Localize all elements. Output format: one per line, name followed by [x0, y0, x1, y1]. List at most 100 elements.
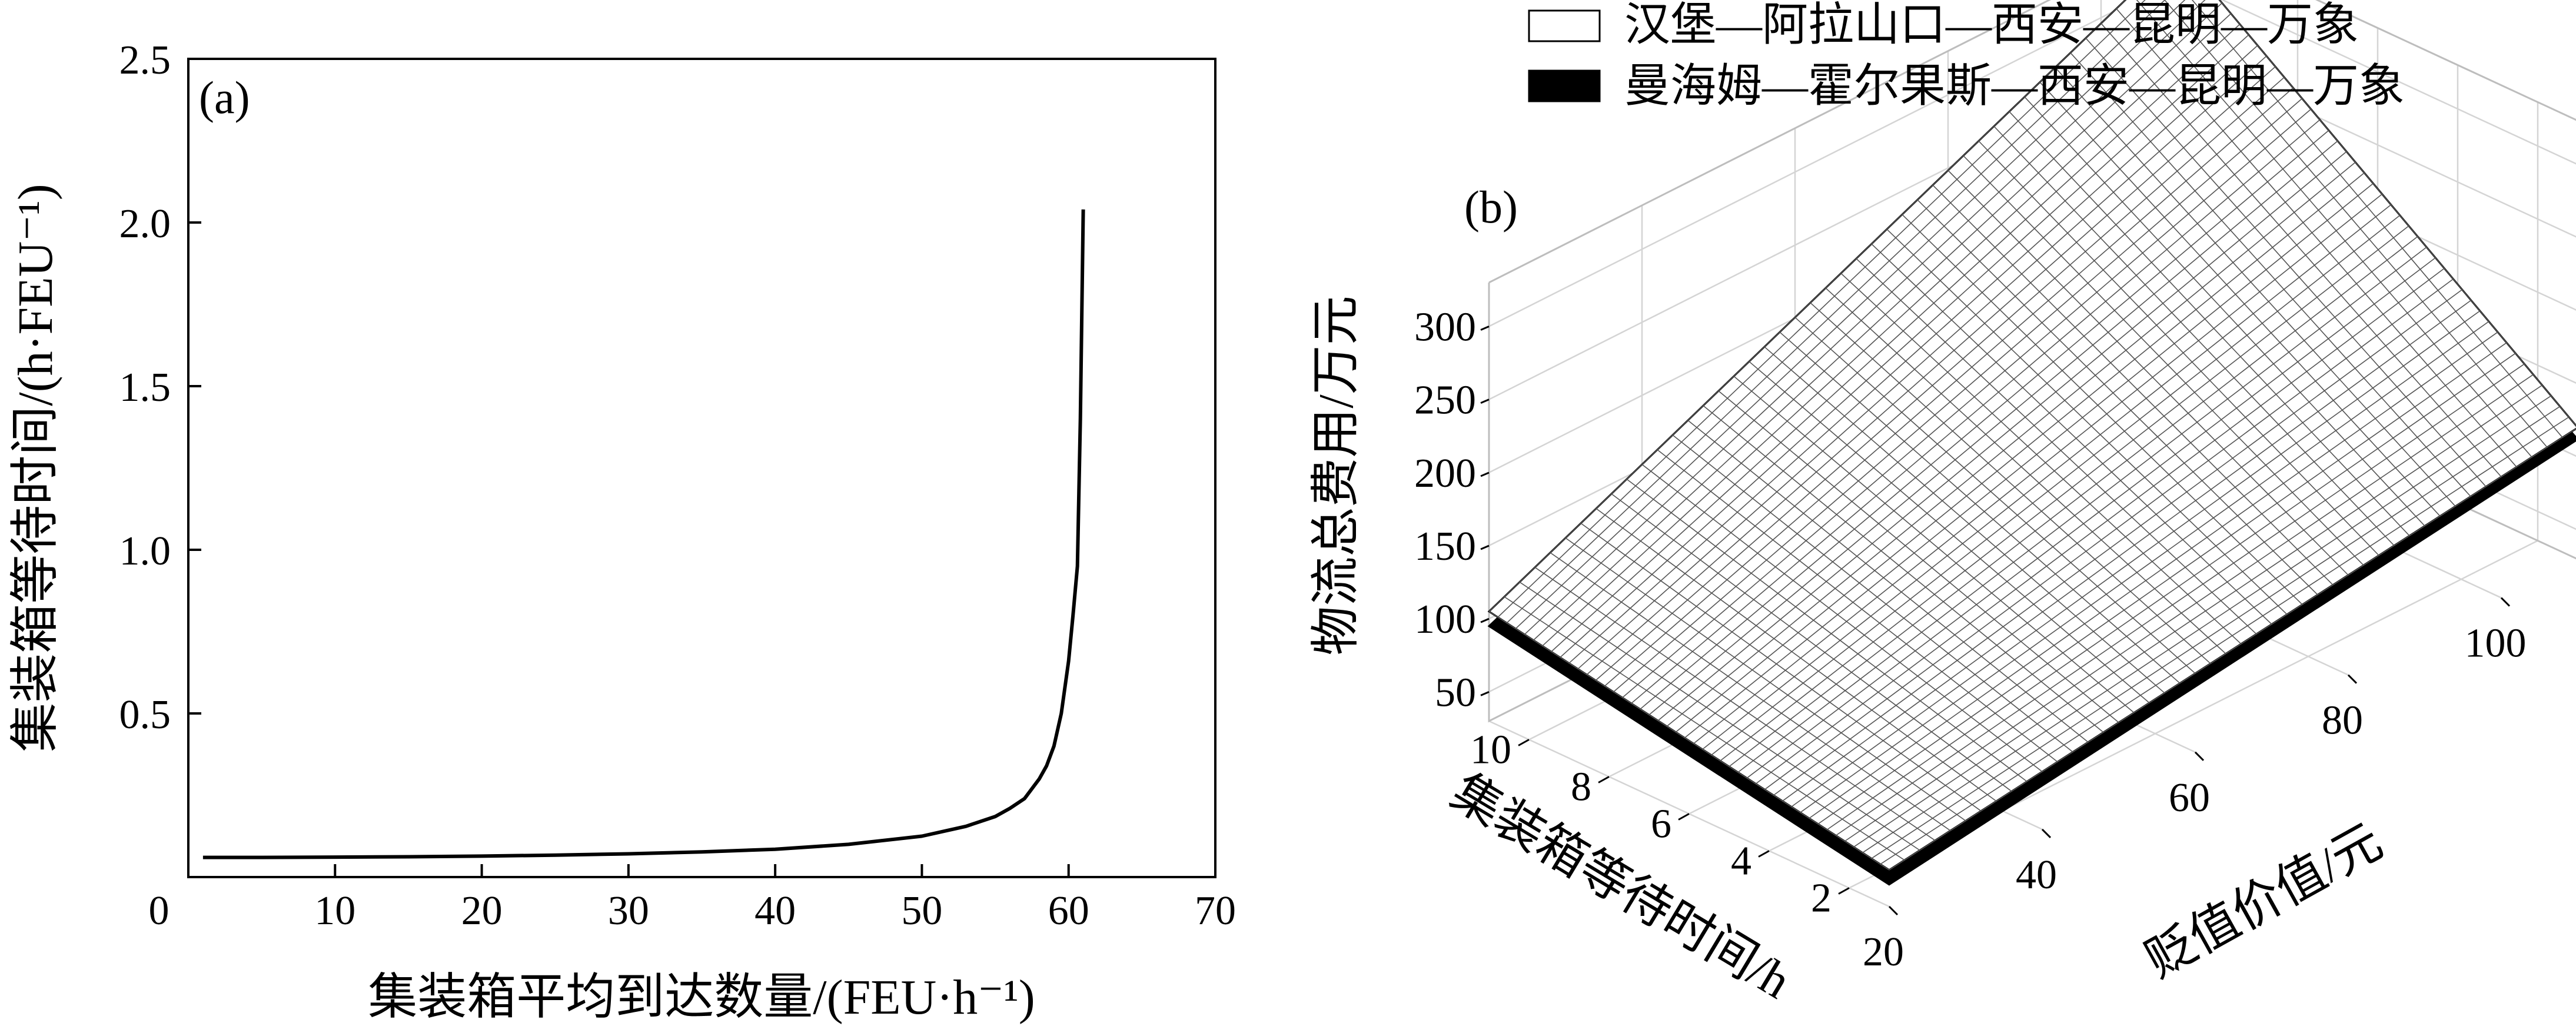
panel-a-x-tick-label: 50	[901, 888, 942, 934]
panel-b-mesh-line	[2136, 0, 2532, 458]
panel-b-mesh-line	[1835, 363, 2525, 836]
panel-a-x-tick-label: 0	[149, 888, 169, 934]
panel-b-mesh-line	[1886, 228, 2288, 615]
panel-b-label: (b)	[1464, 181, 1518, 233]
panel-b-y-tick-mark	[1598, 776, 1610, 783]
panel-b-mesh-line	[1684, 182, 2374, 739]
panel-b-mesh-line	[2116, 8, 2517, 467]
panel-b-y-tick-label: 10	[1470, 728, 1511, 773]
panel-b-y-tick-mark	[1838, 887, 1850, 895]
panel-b-mesh-line	[1611, 493, 2012, 792]
panel-b-mesh-line	[1871, 406, 2561, 859]
panel-b-z-tick-label: 300	[1414, 305, 1476, 350]
panel-b-mesh-line	[1577, 55, 2267, 669]
panel-b-mesh-line	[1550, 552, 1951, 831]
panel-b-mesh-line	[1733, 376, 2135, 713]
panel-b-mesh-line	[1755, 268, 2445, 785]
panel-b-surface-chart: 50 100 150 200 250 300 2 4 6 8 10 20 40 60 80 100 (b) 物…	[1309, 0, 2576, 1010]
panel-b-mesh-line	[1613, 98, 2303, 693]
panel-b-mesh-line	[1794, 317, 2196, 674]
panel-b-y-tick-label: 6	[1651, 802, 1671, 847]
legend-label-hamburg-route: 汉堡—阿拉山口—西安—昆明—万象	[1624, 0, 2359, 50]
panel-b-mesh-line	[1672, 434, 2073, 753]
panel-b-mesh-line	[1504, 596, 1905, 861]
panel-b-mesh-line	[1825, 287, 2226, 655]
panel-b-mesh-line	[1764, 346, 2165, 693]
panel-b-mesh-line	[2039, 82, 2441, 517]
panel-b-z-tick-mark	[1480, 544, 1490, 550]
panel-b-mesh-line	[1720, 225, 2409, 762]
panel-b-mesh-line	[1622, 108, 2312, 698]
panel-a-y-tick-label: 2.5	[119, 38, 171, 83]
panel-b-mesh-line	[1506, 0, 2166, 623]
panel-b-mesh-line	[1631, 119, 2321, 704]
panel-b-mesh-line	[2085, 38, 2487, 487]
panel-b-mesh-line	[1596, 508, 1997, 802]
panel-b-mesh-line	[1604, 87, 2294, 687]
panel-b-mesh-line	[1779, 331, 2181, 684]
panel-a-x-tick-label: 70	[1195, 888, 1236, 934]
panel-b-mesh-line	[2009, 111, 2410, 536]
panel-b-mesh-line	[1595, 77, 2285, 681]
panel-b-z-tick-mark	[1480, 690, 1490, 696]
panel-b-mesh-line	[1519, 582, 1920, 851]
panel-b-wall-gridline	[1488, 0, 2138, 327]
panel-b-mesh-line	[1551, 24, 2241, 652]
panel-b-mesh-line	[1657, 151, 2347, 721]
panel-b-mesh-line	[1580, 523, 1982, 812]
panel-b-mesh-line	[1586, 66, 2276, 675]
panel-b-y-tick-label: 4	[1731, 839, 1751, 884]
panel-b-mesh-line	[1657, 449, 2058, 762]
panel-b-x-tick-mark	[2194, 751, 2205, 761]
panel-b-legend: 汉堡—阿拉山口—西安—昆明—万象 曼海姆—霍尔果斯—西安—昆明—万象	[1528, 0, 2405, 111]
panel-b-mesh-line	[1729, 236, 2418, 767]
panel-a-series-line	[202, 209, 1085, 859]
panel-a-y-axis-label: 集装箱等待时间/(h·FEU⁻¹)	[8, 184, 63, 752]
panel-b-x-tick-mark	[2500, 597, 2511, 607]
panel-a-y-tick-label: 2.0	[119, 201, 171, 247]
panel-b-mesh-line	[1640, 130, 2329, 710]
panel-a-plot-frame	[187, 58, 1216, 878]
panel-b-mesh-line	[1703, 405, 2104, 733]
panel-b-ticks: 50 100 150 200 250 300 2 4 6 8 10 20 40 60 80 100	[1414, 305, 2527, 975]
panel-b-mesh-line	[1749, 361, 2150, 703]
panel-b-mesh-line	[1917, 199, 2318, 595]
panel-b-mesh-line	[1963, 155, 2364, 566]
panel-b-wall-gridline	[2221, 0, 2576, 165]
panel-b-mesh-line	[2191, 0, 2563, 438]
panel-b-mesh-line	[1533, 2, 2223, 641]
panel-a-y-tick-label: 1.0	[119, 529, 171, 574]
panel-b-y-tick-mark	[1518, 739, 1530, 746]
panel-b-y-tick-mark	[1758, 850, 1770, 858]
panel-b-z-tick-label: 50	[1435, 670, 1476, 715]
panel-b-mesh-line	[1488, 611, 1890, 871]
panel-b-mesh-line	[1826, 353, 2516, 831]
panel-b-mesh-line	[1782, 300, 2472, 802]
panel-a-x-tick-label: 30	[608, 888, 649, 934]
panel-b-mesh-line	[1810, 302, 2211, 664]
panel-b-z-tick-mark	[1480, 326, 1490, 331]
panel-b-mesh-line	[1853, 384, 2543, 848]
panel-b-mesh-line	[1711, 215, 2401, 756]
panel-b-mesh-line	[1542, 13, 2232, 646]
panel-a-label: (a)	[199, 72, 250, 123]
panel-a-ticks: 0 10 20 30 40 50 60 70 0.5 1.0 1.5 2.0 2.5	[119, 38, 1237, 934]
panel-b-mesh-line	[1534, 567, 1936, 841]
panel-a-line-chart: 0 10 20 30 40 50 60 70 0.5 1.0 1.5 2.0 2.5 (a) 集装箱平均…	[8, 38, 1236, 1025]
panel-b-z-tick-label: 200	[1414, 451, 1476, 496]
panel-b-mesh-line	[1862, 395, 2552, 854]
panel-b-z-tick-label: 100	[1414, 597, 1476, 642]
panel-b-mesh-line	[1993, 125, 2395, 546]
panel-a-x-tick-label: 20	[461, 888, 503, 934]
panel-b-z-tick-mark	[1480, 399, 1490, 404]
panel-b-mesh-line	[1515, 0, 2186, 629]
panel-a-x-tick-label: 60	[1048, 888, 1089, 934]
panel-b-x-tick-mark	[2041, 828, 2052, 838]
panel-b-mesh-line	[1568, 45, 2258, 664]
panel-b-mesh-line	[1889, 428, 2576, 871]
panel-b-mesh-line	[1626, 479, 2027, 782]
panel-b-y-tick-mark	[1678, 813, 1690, 821]
panel-b-x-axis-label: 贬值价值/元	[2136, 814, 2391, 988]
panel-a-x-tick-label: 40	[754, 888, 796, 934]
